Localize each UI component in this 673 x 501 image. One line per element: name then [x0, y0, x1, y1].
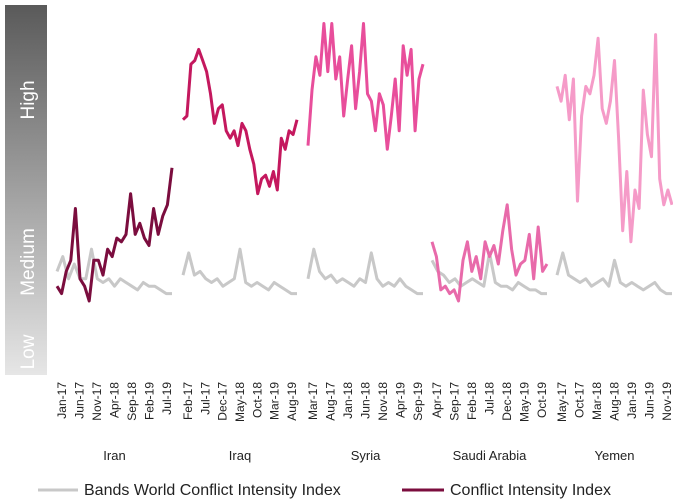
x-tick-label: Jun-17 — [73, 382, 87, 419]
x-tick-label: Sep-19 — [411, 382, 425, 421]
x-tick-label: Apr-18 — [108, 382, 122, 418]
x-tick-label: Jan-18 — [341, 382, 355, 419]
panel-title: Yemen — [595, 448, 635, 463]
x-tick-label: May-17 — [555, 382, 569, 422]
x-tick-label: Nov-17 — [90, 382, 104, 421]
x-tick-label: Aug-17 — [324, 382, 338, 421]
band-column — [5, 5, 47, 375]
series-line — [430, 203, 549, 303]
series-line — [430, 251, 547, 296]
x-tick-label: Jan-19 — [625, 382, 639, 419]
legend-label: Bands World Conflict Intensity Index — [84, 482, 341, 499]
panel-title: Syria — [351, 448, 381, 463]
x-tick-label: Oct-19 — [535, 382, 549, 418]
x-tick-label: Jul-18 — [483, 382, 497, 415]
x-tick-label: Aug-19 — [285, 382, 299, 421]
x-tick-label: Nov-19 — [660, 382, 673, 421]
x-tick-label: Aug-18 — [608, 382, 622, 421]
series-line — [555, 251, 672, 296]
x-tick-label: Mar-19 — [268, 382, 282, 420]
band-label: Medium — [18, 228, 39, 296]
x-tick-label: Feb-19 — [143, 382, 157, 420]
legend-label: Conflict Intensity Index — [450, 482, 611, 499]
series-line — [55, 167, 174, 303]
series-line — [181, 247, 297, 296]
panel-title: Iraq — [229, 448, 251, 463]
series-line — [181, 47, 299, 196]
x-tick-label: Mar-17 — [306, 382, 320, 420]
series-line — [306, 22, 425, 151]
x-tick-label: Dec-17 — [216, 382, 230, 421]
band-label: Low — [18, 334, 39, 369]
x-tick-label: Sep-17 — [448, 382, 462, 421]
x-tick-label: Nov-18 — [376, 382, 390, 421]
x-tick-label: Jul-19 — [160, 382, 174, 415]
x-tick-label: Feb-17 — [181, 382, 195, 420]
panel-title: Saudi Arabia — [453, 448, 527, 463]
x-tick-label: Sep-18 — [125, 382, 139, 421]
x-tick-label: Jan-17 — [55, 382, 69, 419]
x-tick-label: Jun-18 — [359, 382, 373, 419]
x-tick-label: May-19 — [518, 382, 532, 422]
band-label: High — [18, 80, 39, 119]
x-tick-label: Jun-19 — [643, 382, 657, 419]
x-tick-label: Apr-17 — [430, 382, 444, 418]
x-tick-label: May-18 — [233, 382, 247, 422]
x-tick-label: Mar-18 — [590, 382, 604, 420]
panel-title: Iran — [103, 448, 125, 463]
series-line — [55, 247, 172, 296]
x-tick-label: Apr-19 — [394, 382, 408, 418]
series-line — [306, 247, 423, 296]
series-line — [555, 33, 673, 244]
x-tick-label: Jul-17 — [198, 382, 212, 415]
x-tick-label: Oct-17 — [573, 382, 587, 418]
x-tick-label: Feb-18 — [465, 382, 479, 420]
x-tick-label: Oct-18 — [250, 382, 264, 418]
x-tick-label: Dec-18 — [500, 382, 514, 421]
